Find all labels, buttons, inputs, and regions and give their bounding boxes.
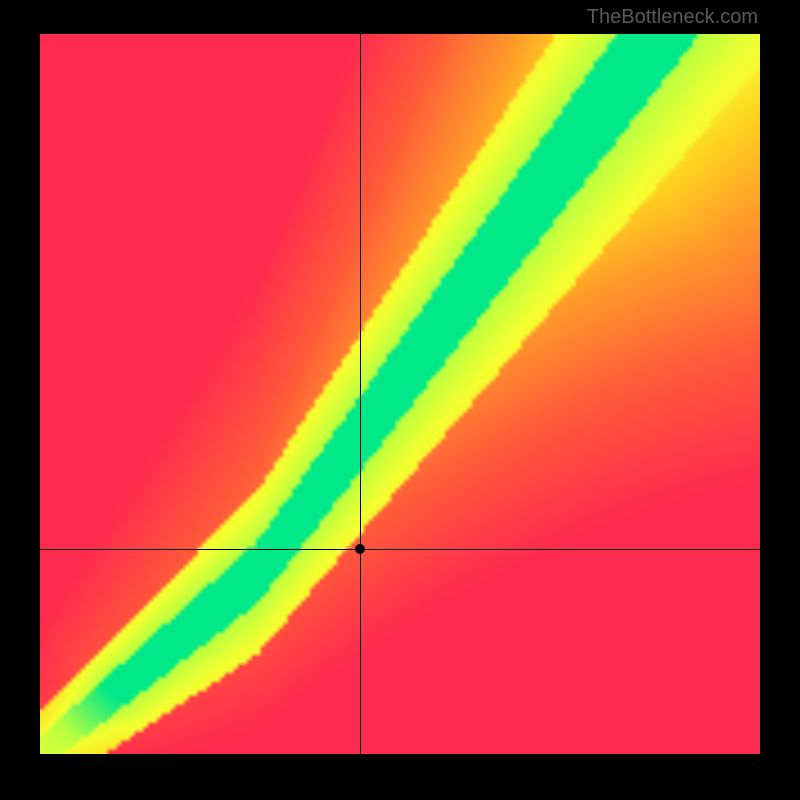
heatmap-plot — [40, 34, 760, 754]
data-point-marker — [355, 544, 365, 554]
crosshair-vertical — [360, 34, 361, 754]
attribution-text: TheBottleneck.com — [587, 6, 758, 29]
heatmap-canvas — [40, 34, 760, 754]
crosshair-horizontal — [40, 549, 760, 550]
